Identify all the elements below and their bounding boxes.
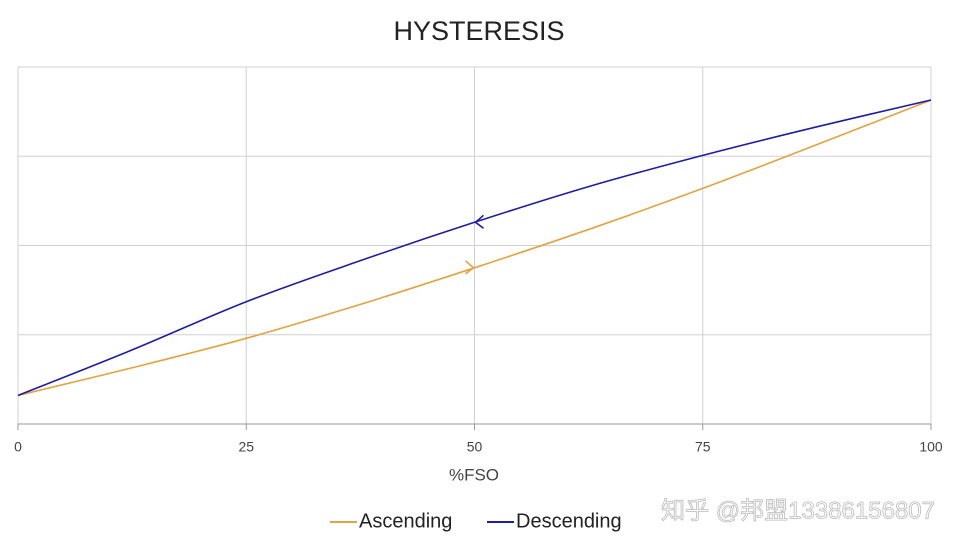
x-tick-label: 0 [14,439,22,455]
legend-label: Descending [516,510,622,532]
watermark: 知乎 @邦盟13386156807 [661,497,935,524]
chart-title: HYSTERESIS [393,16,564,46]
direction-arrow [474,214,485,229]
x-tick-label: 50 [467,439,483,455]
data-line [17,99,932,397]
legend-label: Ascending [359,510,452,532]
x-axis-label: %FSO [449,465,499,484]
direction-arrow [464,260,475,275]
x-tick-label: 75 [695,439,711,455]
x-tick-label: 25 [238,439,254,455]
data-line [17,99,932,397]
x-tick-label: 100 [919,439,943,455]
